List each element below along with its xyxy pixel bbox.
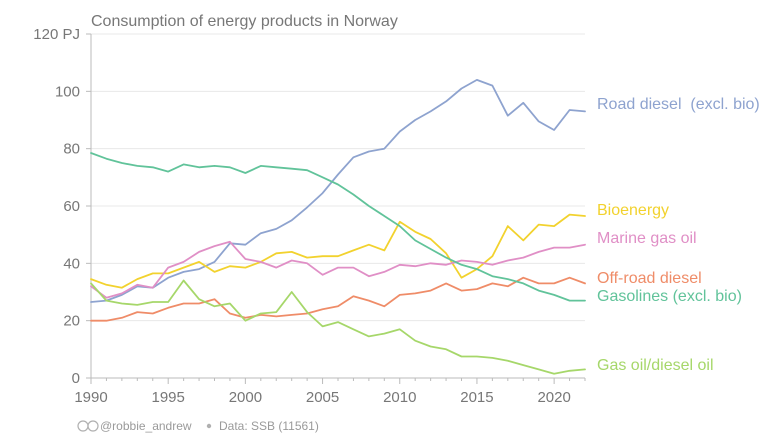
series-lines xyxy=(90,79,586,375)
grid-lines xyxy=(91,33,585,322)
y-tick-label: 0 xyxy=(72,370,80,387)
cc-icon xyxy=(77,420,89,432)
y-tick-label: 40 xyxy=(63,255,80,272)
x-axis-tick-labels: 1990 1995 2000 2005 2010 2015 2020 xyxy=(74,389,571,406)
series-labels: Road diesel (excl. bio) Bioenergy Marine g… xyxy=(597,96,760,374)
x-tick-label: 2020 xyxy=(537,389,570,406)
separator-dot xyxy=(206,423,212,429)
y-tick-label: 100 xyxy=(55,83,80,100)
x-tick-label: 2005 xyxy=(306,389,339,406)
x-tick-label: 2015 xyxy=(460,389,493,406)
series-label-1: Bioenergy xyxy=(597,202,669,219)
by-icon xyxy=(87,420,99,432)
series-line-3 xyxy=(90,276,586,322)
y-tick-label: 60 xyxy=(63,198,80,215)
x-tick-label: 1990 xyxy=(74,389,107,406)
y-tick-label: 20 xyxy=(63,313,80,330)
credit-line: @robbie_andrew Data: SSB (11561) xyxy=(77,419,319,433)
y-tick-label: 80 xyxy=(63,141,80,158)
y-tick-label: 120 PJ xyxy=(33,26,80,43)
y-axis-tick-labels: 0 20 40 60 80 100 120 PJ xyxy=(33,26,80,387)
series-line-0 xyxy=(90,79,586,303)
credit-text: @robbie_andrew xyxy=(100,419,192,433)
series-label-0: Road diesel (excl. bio) xyxy=(597,96,760,113)
series-line-5 xyxy=(90,279,586,375)
series-label-4: Gasolines (excl. bio) xyxy=(597,288,742,305)
source-text: Data: SSB (11561) xyxy=(219,419,319,433)
x-tick-label: 2010 xyxy=(383,389,416,406)
series-line-1 xyxy=(90,213,586,289)
series-label-2: Marine gas oil xyxy=(597,230,697,247)
chart-title: Consumption of energy products in Norway xyxy=(91,13,398,30)
series-label-5: Gas oil/diesel oil xyxy=(597,357,714,374)
x-tick-label: 1995 xyxy=(152,389,185,406)
series-label-3: Off-road diesel xyxy=(597,270,702,287)
series-line-4 xyxy=(90,152,586,302)
x-tick-label: 2000 xyxy=(229,389,262,406)
axes xyxy=(86,33,586,384)
series-line-2 xyxy=(90,240,586,299)
